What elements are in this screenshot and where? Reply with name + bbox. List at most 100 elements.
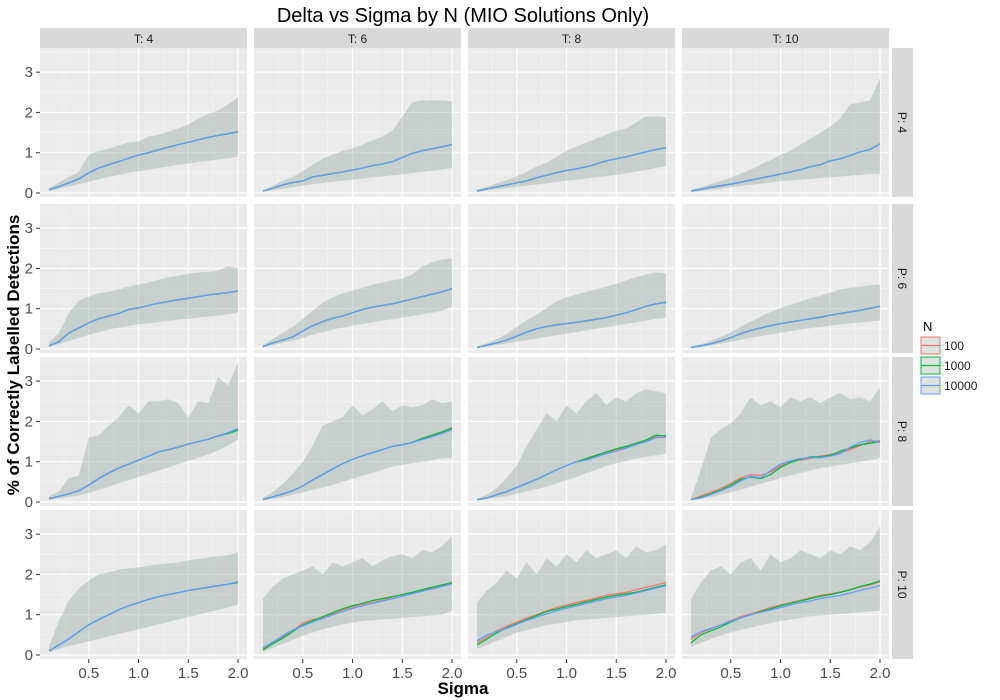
facet-panel — [468, 48, 675, 197]
x-tick-label: 0.5 — [506, 665, 527, 682]
facet-panel: 0 1 2 3 — [25, 48, 247, 202]
legend: N 100 1000 10000 — [920, 319, 978, 395]
x-tick-label: 1.5 — [606, 665, 627, 682]
y-tick-label: 0 — [25, 647, 33, 664]
y-tick-label: 2 — [25, 413, 33, 430]
series-line-10000 — [262, 287, 453, 348]
facet-strip-right — [892, 357, 913, 506]
confidence-ribbon — [691, 284, 880, 349]
facet-panel: 0 1 2 3 0.5 1.0 1.5 2.0 — [25, 510, 249, 682]
confidence-ribbon — [49, 552, 238, 653]
facet-strip-top — [40, 28, 247, 48]
confidence-ribbon — [477, 389, 666, 501]
facet-panel: 0 1 2 3 — [25, 204, 247, 358]
series-line-10000 — [476, 436, 667, 501]
facet-strip-top — [254, 28, 461, 48]
series-line-10000 — [690, 585, 881, 638]
y-tick-label: 0 — [25, 494, 33, 511]
y-tick-label: 0 — [25, 341, 33, 358]
series-line-10000 — [262, 428, 453, 501]
facet-panel — [254, 204, 461, 353]
x-tick-label: 0.5 — [78, 665, 99, 682]
x-tick-label: 1.0 — [770, 665, 791, 682]
confidence-ribbon — [477, 544, 666, 649]
confidence-ribbon — [691, 526, 880, 647]
panel-background — [682, 357, 889, 506]
facet-label-t: T: 6 — [348, 32, 368, 46]
facet-strip-right — [892, 204, 913, 353]
facet-label-t: T: 10 — [772, 32, 798, 46]
facet-label-t: T: 8 — [562, 32, 582, 46]
series-line-10000 — [48, 428, 239, 500]
y-tick-label: 2 — [25, 260, 33, 277]
y-tick-label: 1 — [25, 607, 33, 624]
x-tick-label: 1.0 — [342, 665, 363, 682]
x-tick-label: 1.0 — [128, 665, 149, 682]
y-tick-label: 3 — [25, 373, 33, 390]
series-line-10000 — [48, 290, 239, 347]
x-axis-label: Sigma — [437, 679, 489, 698]
x-tick-label: 0.5 — [720, 665, 741, 682]
facet-panel — [254, 357, 461, 506]
confidence-ribbon — [263, 100, 452, 192]
facet-strip-right — [892, 48, 913, 197]
x-tick-label: 1.5 — [392, 665, 413, 682]
confidence-ribbon — [49, 97, 238, 191]
chart-title: Delta vs Sigma by N (MIO Solutions Only) — [277, 5, 649, 27]
series-line-10000 — [476, 301, 667, 349]
x-tick-label: 1.5 — [178, 665, 199, 682]
facet-panel — [254, 48, 461, 197]
x-tick-label: 1.0 — [556, 665, 577, 682]
legend-item: 1000 — [920, 356, 971, 375]
x-tick-label: 1.5 — [820, 665, 841, 682]
confidence-ribbon — [477, 116, 666, 193]
facet-label-p: P: 6 — [895, 268, 909, 290]
series-line-1000 — [262, 581, 453, 651]
panel-background — [254, 357, 461, 506]
facet-panel — [682, 357, 889, 506]
confidence-ribbon — [691, 78, 880, 193]
legend-label: 10000 — [944, 379, 978, 393]
facet-label-p: P: 4 — [895, 112, 909, 134]
y-tick-label: 2 — [25, 104, 33, 121]
y-tick-label: 3 — [25, 526, 33, 543]
series-line-10000 — [48, 131, 239, 191]
confidence-ribbon — [691, 387, 880, 501]
facet-panel — [468, 204, 675, 353]
panel-background — [682, 204, 889, 353]
facet-label-p: P: 10 — [895, 570, 909, 598]
series-line-10000 — [690, 439, 881, 501]
panel-background — [40, 357, 247, 506]
confidence-ribbon — [477, 272, 666, 349]
series-line-1000 — [476, 584, 667, 646]
facet-strip-right — [892, 510, 913, 659]
facet-label-t: T: 4 — [134, 32, 154, 46]
confidence-ribbon — [263, 258, 452, 348]
series-line-100 — [690, 440, 881, 501]
facet-panel: 0.5 1.0 1.5 2.0 — [254, 510, 462, 682]
panel-background — [682, 48, 889, 197]
legend-label: 100 — [944, 339, 964, 353]
facet-panel — [682, 204, 889, 353]
x-tick-label: 2.0 — [656, 665, 677, 682]
x-tick-label: 2.0 — [228, 665, 249, 682]
y-tick-label: 1 — [25, 145, 33, 162]
panel-background — [468, 510, 675, 659]
y-tick-label: 2 — [25, 566, 33, 583]
legend-title: N — [923, 319, 932, 334]
y-tick-label: 0 — [25, 185, 33, 202]
series-line-10000 — [476, 147, 667, 192]
panel-background — [40, 204, 247, 353]
panel-grid: T: 4 T: 6 T: 8 T: 10 P: 4 P: 6 P: 8 P: 10 0 1 2 3 0 1… — [25, 28, 913, 682]
y-axis-label: % of Correctly Labelled Detections — [4, 215, 23, 496]
facet-panel: 0 1 2 3 — [25, 357, 247, 511]
legend-item: 100 — [920, 336, 964, 355]
y-tick-label: 1 — [25, 454, 33, 471]
facet-panel — [468, 357, 675, 506]
facet-panel: 0.5 1.0 1.5 2.0 — [682, 510, 890, 682]
panel-background — [254, 204, 461, 353]
panel-background — [254, 48, 461, 197]
y-tick-label: 3 — [25, 64, 33, 81]
x-tick-label: 2.0 — [442, 665, 463, 682]
